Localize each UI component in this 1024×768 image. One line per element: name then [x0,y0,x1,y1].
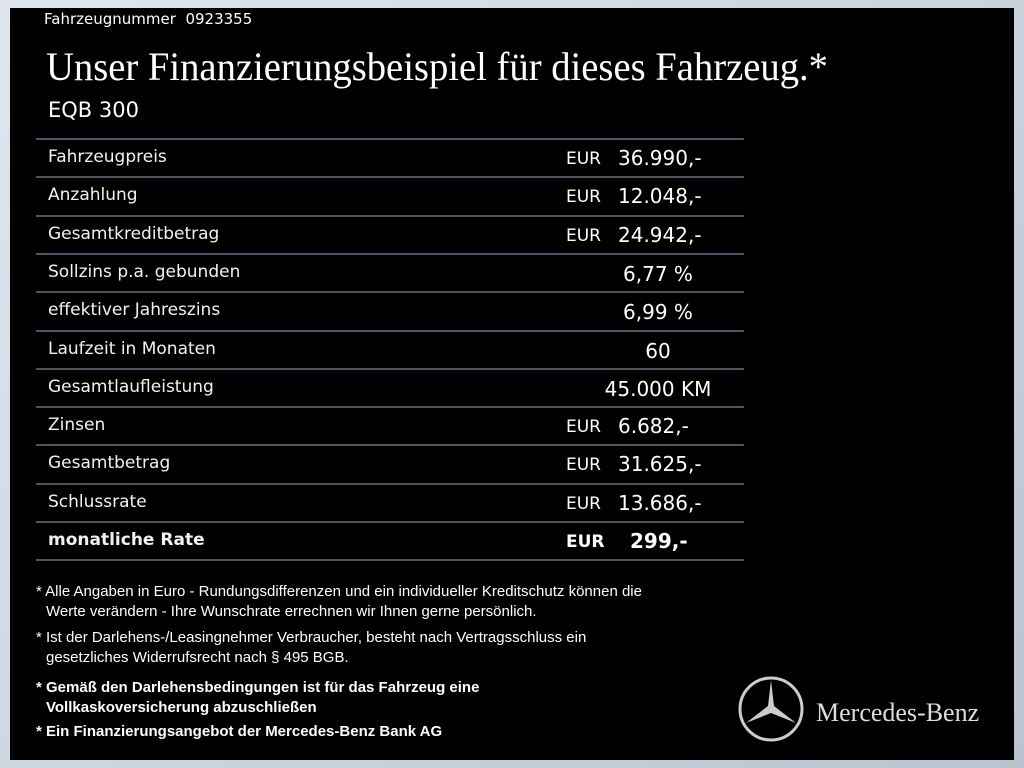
row-separator [36,176,744,179]
row-separator [36,214,744,217]
row-label: Laufzeit in Monaten [48,338,216,359]
footnote-line: * Ein Finanzierungsangebot der Mercedes-… [36,723,443,740]
row-value: 299,- [630,529,688,553]
row-value: 31.625,- [618,452,702,477]
footnote-line: Werte verändern - Ihre Wunschrate errech… [46,603,537,620]
row-currency: EUR [566,417,601,438]
row-label: monatliche Rate [48,530,205,550]
row-currency: EUR [566,149,601,169]
vehicle-number: Fahrzeugnummer 0923355 [44,10,252,28]
row-currency: EUR [566,225,601,246]
row-label: Fahrzeugpreis [48,147,167,167]
row-separator [36,138,744,140]
title: Unser Finanzierungsbeispiel für dieses F… [46,44,828,89]
row-separator [36,329,744,332]
row-value: 6.682,- [618,414,689,439]
footnote-line: * Ist der Darlehens-/Leasingnehmer Verbr… [36,629,587,646]
row-value: 45.000 KM [604,376,712,401]
row-separator [36,406,744,409]
row-label: Gesamtlaufleistung [48,376,214,397]
row-separator [36,291,744,294]
title-svg: Unser Finanzierungsbeispiel für dieses F… [46,44,828,89]
row-separator [36,252,744,255]
row-label: effektiver Jahreszins [48,300,221,321]
row-value: 60 [645,338,671,363]
row-separator [36,444,744,447]
row-value: 24.942,- [618,222,702,247]
vehicle-number-value: 0923355 [185,10,253,28]
brand-logo [738,676,804,742]
row-value: 6,99 % [623,300,693,325]
row-label: Anzahlung [48,185,138,206]
row-label: Sollzins p.a. gebunden [48,261,241,282]
row-currency: EUR [566,455,601,476]
model: EQB 300 [48,98,139,122]
row-separator [36,482,744,485]
footnote-line: gesetzliches Widerrufsrecht nach § 495 B… [46,649,349,666]
row-label: Gesamtkreditbetrag [48,223,220,244]
row-value: 36.990,- [618,146,702,170]
row-label: Zinsen [48,415,106,436]
vehicle-number-label: Fahrzeugnummer [44,10,176,28]
row-currency: EUR [566,493,601,514]
row-value: 6,77 % [623,261,693,286]
footnote-line: Vollkaskoversicherung abzuschließen [46,699,317,716]
row-separator [36,367,744,370]
footnote-line: * Alle Angaben in Euro - Rundungsdiffere… [36,583,642,600]
row-currency: EUR [566,187,601,208]
row-label: Gesamtbetrag [48,453,171,474]
row-value: 13.686,- [618,490,702,515]
row-value: 12.048,- [618,184,702,209]
panel: Fahrzeugnummer 0923355 Unser Finanzierun… [10,8,1014,760]
row-label: Schlussrate [48,491,147,512]
row-currency: EUR [566,532,605,552]
brand-name: Mercedes-Benz [816,698,980,727]
row-separator [36,559,744,562]
footnote-line: * Gemäß den Darlehensbedingungen ist für… [36,679,480,696]
row-separator [36,521,744,523]
